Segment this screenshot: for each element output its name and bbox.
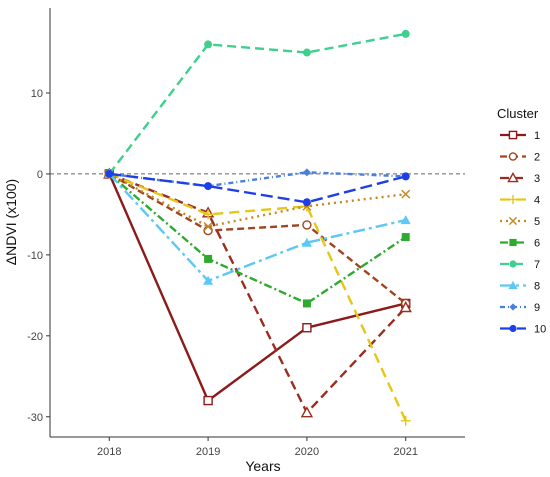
series-line-5 xyxy=(108,172,406,228)
legend-label: 4 xyxy=(534,195,540,207)
series-line-7 xyxy=(108,32,406,175)
data-point-7-2020 xyxy=(302,48,311,57)
data-point-7-2019 xyxy=(204,40,213,49)
y-tick-label: 10 xyxy=(31,88,43,100)
data-point-7-2021 xyxy=(401,29,410,38)
axes: 10 0 -10 -20 -30 2018 2019 2020 2021 Years ΔNDV… xyxy=(3,8,465,474)
data-point-10-2021 xyxy=(401,172,410,181)
legend-item-3: 3 xyxy=(500,171,540,185)
legend-label: 5 xyxy=(534,216,540,228)
legend-item-1: 1 xyxy=(500,130,540,142)
y-tick-label: 0 xyxy=(37,169,43,181)
data-point-1-2020 xyxy=(302,323,312,333)
legend-key-marker xyxy=(508,194,518,205)
data-point-2-2020 xyxy=(302,220,312,230)
series-line-9 xyxy=(109,171,406,188)
legend-key-marker xyxy=(508,152,518,161)
legend-label: 1 xyxy=(534,130,540,142)
data-point-1-2019 xyxy=(203,395,213,406)
legend-key-marker xyxy=(509,238,517,247)
data-point-10-2019 xyxy=(204,182,213,191)
legend-label: 2 xyxy=(534,152,540,164)
y-tick-label: -20 xyxy=(27,331,43,343)
plot-area xyxy=(50,29,465,426)
data-point-3-2021 xyxy=(399,301,412,313)
x-tick-label: 2021 xyxy=(393,446,417,458)
data-point-6-2019 xyxy=(204,254,213,263)
series-line-4 xyxy=(108,172,407,422)
legend-key-marker xyxy=(508,216,518,226)
legend-key-marker xyxy=(509,324,517,333)
legend-label: 7 xyxy=(534,259,540,271)
legend-label: 10 xyxy=(534,324,546,336)
legend-key-marker xyxy=(508,280,518,290)
series-7 xyxy=(105,29,410,178)
series-10 xyxy=(105,169,410,207)
legend-item-6: 6 xyxy=(500,238,540,250)
y-tick-label: -10 xyxy=(27,250,43,262)
legend-label: 9 xyxy=(534,302,540,314)
data-point-6-2020 xyxy=(302,299,311,308)
data-point-2-2019 xyxy=(203,225,213,236)
series-line-2 xyxy=(108,172,407,305)
data-point-5-2019 xyxy=(203,222,213,232)
y-tick-label: -30 xyxy=(27,412,43,424)
x-ticks: 2018 2019 2020 2021 xyxy=(97,437,418,458)
x-tick-label: 2019 xyxy=(196,446,220,458)
data-point-10-2018 xyxy=(105,169,114,178)
data-point-8-2020 xyxy=(301,237,312,247)
series-line-1 xyxy=(108,173,406,402)
legend: Cluster 1 2 3 4 5 6 7 8 9 10 xyxy=(497,106,546,336)
data-point-3-2020 xyxy=(300,406,314,418)
data-point-4-2021 xyxy=(400,415,411,426)
series-line-3 xyxy=(108,172,407,414)
series-3 xyxy=(103,167,412,418)
legend-key-marker xyxy=(507,171,519,183)
legend-title: Cluster xyxy=(497,106,539,121)
legend-item-10: 10 xyxy=(500,324,546,336)
legend-item-7: 7 xyxy=(500,259,540,271)
y-ticks: 10 0 -10 -20 -30 xyxy=(27,88,50,424)
legend-item-2: 2 xyxy=(500,152,540,164)
x-axis-title: Years xyxy=(245,458,280,474)
series-4 xyxy=(104,168,411,426)
data-point-8-2021 xyxy=(400,215,411,225)
data-point-5-2021 xyxy=(401,189,411,199)
data-point-10-2020 xyxy=(302,198,311,207)
legend-label: 6 xyxy=(534,238,540,250)
legend-item-8: 8 xyxy=(500,281,540,293)
series-8 xyxy=(104,168,411,285)
data-point-9-2020 xyxy=(302,168,311,177)
data-point-8-2019 xyxy=(203,275,214,285)
legend-item-4: 4 xyxy=(500,195,540,207)
legend-label: 3 xyxy=(534,173,540,185)
legend-key-marker xyxy=(509,303,517,311)
legend-item-5: 5 xyxy=(500,216,540,228)
legend-label: 8 xyxy=(534,281,540,293)
data-point-6-2021 xyxy=(401,233,410,242)
series-line-6 xyxy=(108,172,407,305)
data-point-4-2019 xyxy=(203,209,214,220)
legend-item-9: 9 xyxy=(500,302,540,314)
x-tick-label: 2020 xyxy=(295,446,319,458)
legend-key-marker xyxy=(509,260,517,268)
y-axis-title: ΔNDVI (x100) xyxy=(3,179,19,265)
series-1 xyxy=(104,169,411,406)
legend-key-marker xyxy=(508,130,518,140)
series-line-8 xyxy=(108,173,406,282)
x-tick-label: 2018 xyxy=(97,446,121,458)
